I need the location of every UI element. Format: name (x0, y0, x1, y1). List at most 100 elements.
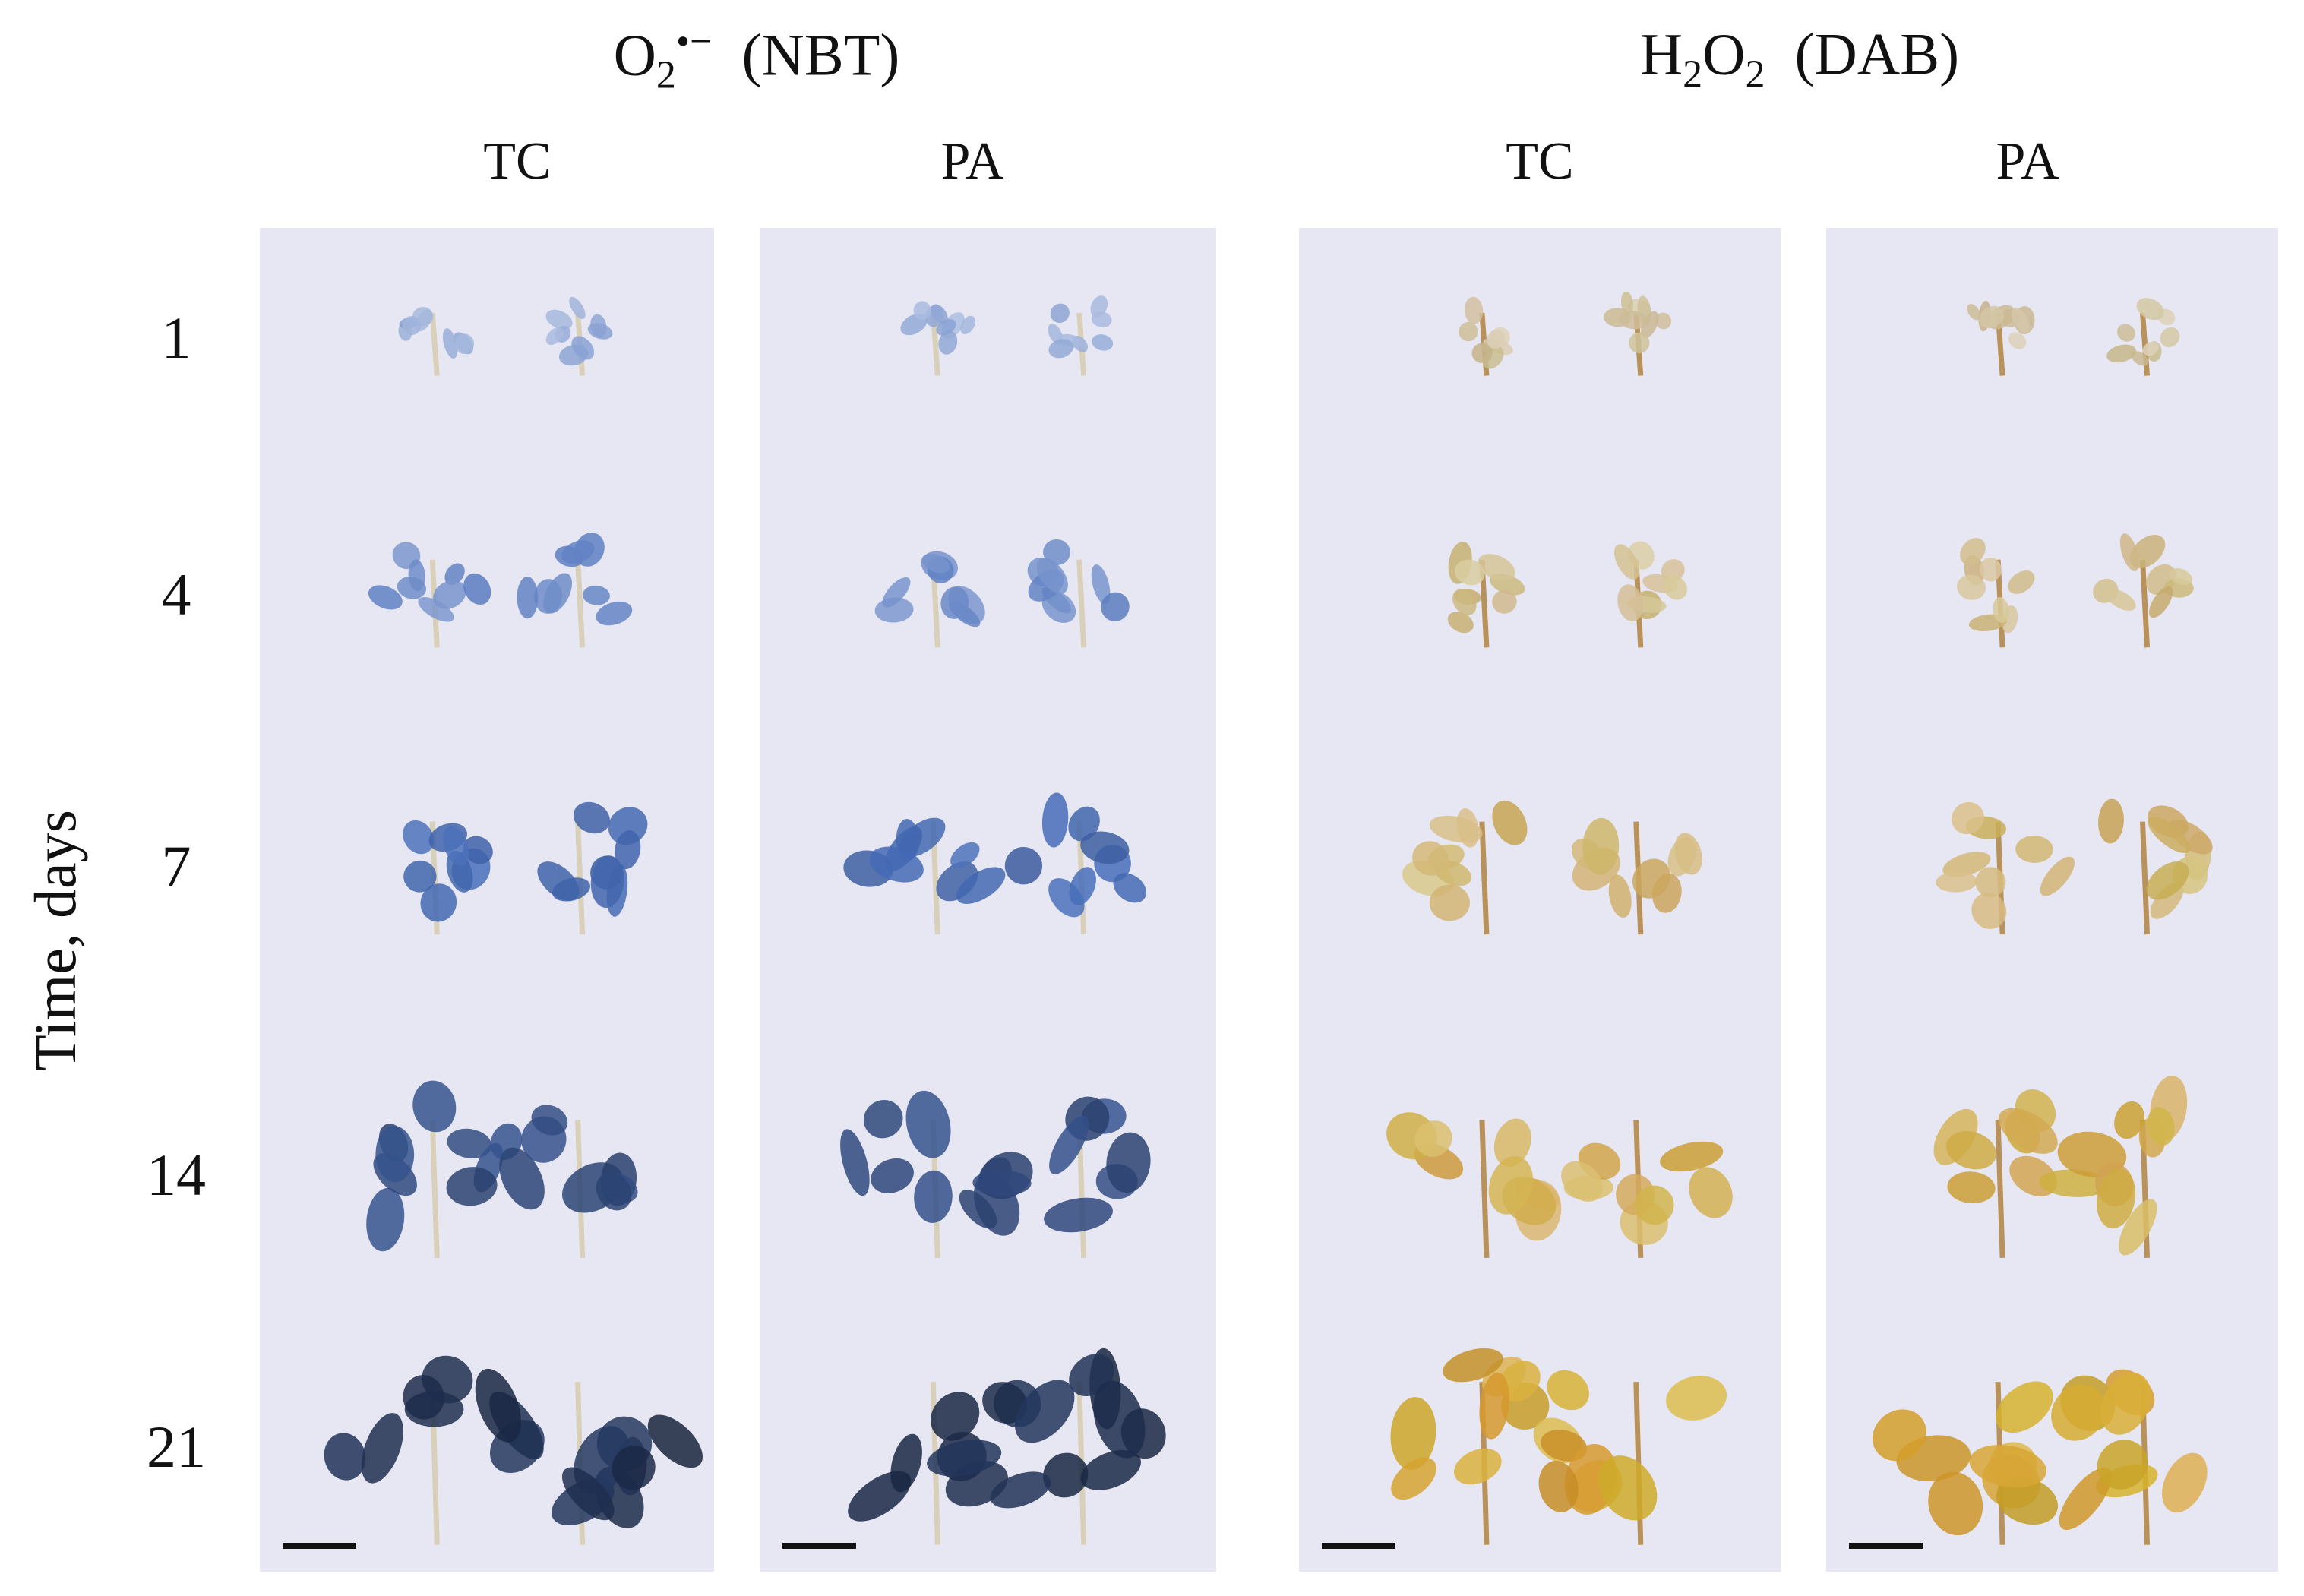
leaf (2040, 856, 2075, 896)
group-title: O2•− (NBT) (614, 20, 900, 98)
leaf (1429, 815, 1483, 843)
leaf (1666, 1376, 1727, 1421)
leaf (1541, 1430, 1588, 1462)
seedling (990, 1348, 1166, 1545)
leaf (368, 585, 403, 610)
seedling (1027, 539, 1130, 648)
seedling (1533, 1370, 1727, 1545)
leaf (1454, 559, 1485, 586)
leaf (2106, 344, 2137, 363)
leaf (1613, 544, 1639, 580)
leaf (956, 867, 1006, 904)
leaf (2051, 1384, 2106, 1441)
stem (575, 559, 586, 648)
leaf (324, 1433, 366, 1481)
leaf (1459, 321, 1478, 342)
leaf (1936, 871, 1977, 893)
seedling (398, 307, 475, 376)
leaf (442, 826, 469, 866)
leaf (2148, 817, 2191, 853)
seedling (2098, 798, 2213, 935)
leaf (1689, 1167, 1733, 1218)
stem (1479, 821, 1490, 935)
seedling (848, 1380, 1041, 1545)
stem (1995, 1120, 2005, 1259)
leaf (2116, 324, 2135, 342)
seedling (2093, 533, 2194, 648)
seedling (874, 551, 985, 648)
leaf (412, 1080, 457, 1133)
leaf (1674, 833, 1702, 875)
leaf (375, 1126, 415, 1183)
leaf (2162, 1452, 2208, 1513)
leaf (2136, 298, 2164, 321)
leaf (1412, 841, 1449, 876)
seedling (403, 820, 493, 935)
seedling (1459, 296, 1513, 376)
leaf (1957, 574, 1986, 600)
stem (2140, 821, 2150, 935)
leaf (1041, 591, 1076, 623)
seedling (1561, 1120, 1733, 1259)
leaf (1101, 592, 1130, 621)
leaf (647, 1414, 703, 1468)
leaf (1479, 1372, 1509, 1440)
leaf (1464, 296, 1484, 324)
leaf (1391, 1457, 1436, 1500)
leaf (990, 1471, 1051, 1509)
leaf (1492, 800, 1528, 845)
leaf (2008, 332, 2027, 349)
seedling (324, 1355, 545, 1545)
leaf (840, 1129, 870, 1196)
seedling (1447, 541, 1525, 648)
leaf (1655, 312, 1671, 330)
seedling (1873, 1381, 2059, 1545)
leaf (2131, 351, 2149, 366)
leaf (561, 540, 595, 564)
leaf (1036, 558, 1068, 594)
leaf (1069, 867, 1096, 905)
title-text: (NBT) (741, 21, 900, 88)
leaf (2169, 567, 2193, 586)
seedling (1402, 800, 1528, 935)
leaf (587, 323, 613, 340)
seedling (900, 301, 975, 376)
leaf (2160, 327, 2180, 348)
seedling (368, 542, 491, 648)
seedling (1390, 1348, 1550, 1545)
axis-label: Time, days (22, 810, 88, 1071)
stem (429, 312, 440, 376)
panel (1299, 228, 1781, 1572)
leaf (403, 1375, 444, 1420)
leaf (1454, 1448, 1502, 1485)
seedling (1613, 541, 1687, 648)
leaf (1547, 1370, 1589, 1411)
seedling (1048, 295, 1114, 376)
leaf (517, 576, 539, 619)
leaf (361, 1413, 403, 1484)
leaf (1092, 334, 1114, 351)
leaf (447, 1128, 492, 1158)
leaf (960, 315, 975, 334)
leaf (1492, 589, 1517, 614)
leaf (940, 586, 969, 619)
stem (2140, 312, 2150, 376)
panel (760, 228, 1216, 1572)
title-text: (DAB) (1794, 21, 1960, 87)
seedling (1957, 538, 2035, 648)
leaf (1414, 1120, 1452, 1157)
leaf (1488, 1155, 1534, 1215)
title-text: H (1639, 21, 1683, 87)
seedling (1004, 792, 1147, 935)
seedling (2057, 1075, 2188, 1259)
leaf (982, 1382, 1028, 1424)
row-label: 21 (147, 1414, 206, 1480)
leaf (1998, 1108, 2058, 1154)
leaf (959, 1190, 997, 1229)
panel (260, 228, 714, 1572)
leaf (1049, 1115, 1089, 1174)
leaf (2106, 589, 2136, 611)
seedling (1967, 300, 2035, 376)
leaf (1429, 884, 1470, 921)
stem (429, 1120, 440, 1259)
